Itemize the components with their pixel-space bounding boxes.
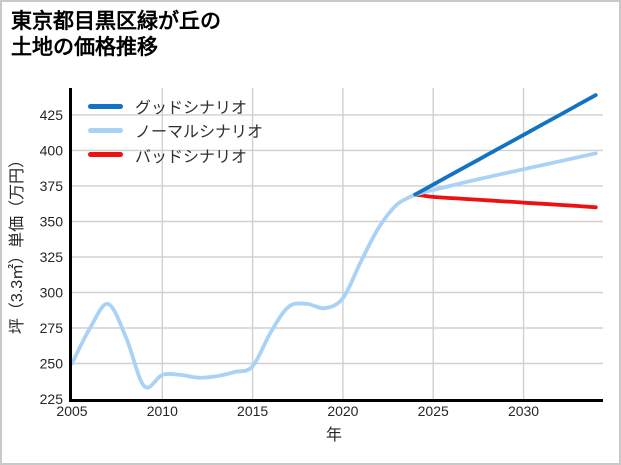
legend-swatch-good-line — [88, 103, 123, 109]
legend-label-normal: ノーマルシナリオ — [135, 124, 264, 142]
y-tick-label: 425 — [40, 107, 64, 123]
legend-swatch-normal-line — [88, 127, 123, 133]
x-tick-label: 2015 — [237, 403, 268, 419]
legend-item-bad-scenario: バッドシナリオ — [88, 143, 263, 167]
y-tick-label: 275 — [40, 320, 64, 336]
y-tick-label: 325 — [40, 249, 64, 265]
chart-title-line-2: 土地の価格推移 — [11, 36, 158, 59]
y-tick-label: 250 — [40, 355, 64, 371]
y-tick-label: 375 — [40, 178, 64, 194]
x-tick-label: 2010 — [147, 403, 178, 419]
y-axis-label: 坪（3.3㎡）単価（万円） — [8, 152, 26, 334]
chart-title-line-1: 東京都目黒区緑が丘の — [11, 10, 221, 33]
legend: グッドシナリオ ノーマルシナリオ バッドシナリオ — [88, 94, 263, 167]
legend-label-bad: バッドシナリオ — [135, 148, 248, 166]
legend-item-normal-scenario: ノーマルシナリオ — [88, 118, 263, 142]
x-tick-label: 2030 — [508, 403, 539, 419]
series-line-history — [70, 192, 418, 390]
legend-item-good-scenario: グッドシナリオ — [88, 94, 263, 118]
x-axis-label: 年 — [326, 426, 342, 444]
series-line-normal — [413, 151, 598, 197]
y-tick-label: 350 — [40, 213, 64, 229]
legend-label-good: グッドシナリオ — [135, 100, 248, 118]
x-tick-label: 2005 — [56, 403, 87, 419]
series-line-good — [413, 93, 598, 197]
series-line-bad — [413, 192, 598, 210]
x-tick-label: 2025 — [418, 403, 449, 419]
y-tick-label: 225 — [40, 391, 64, 407]
legend-swatch-bad-line — [88, 152, 123, 158]
x-tick-label: 2020 — [327, 403, 358, 419]
y-tick-label: 300 — [40, 284, 64, 300]
y-tick-label: 400 — [40, 142, 64, 158]
chart-title: 東京都目黒区緑が丘の 土地の価格推移 — [11, 9, 221, 61]
